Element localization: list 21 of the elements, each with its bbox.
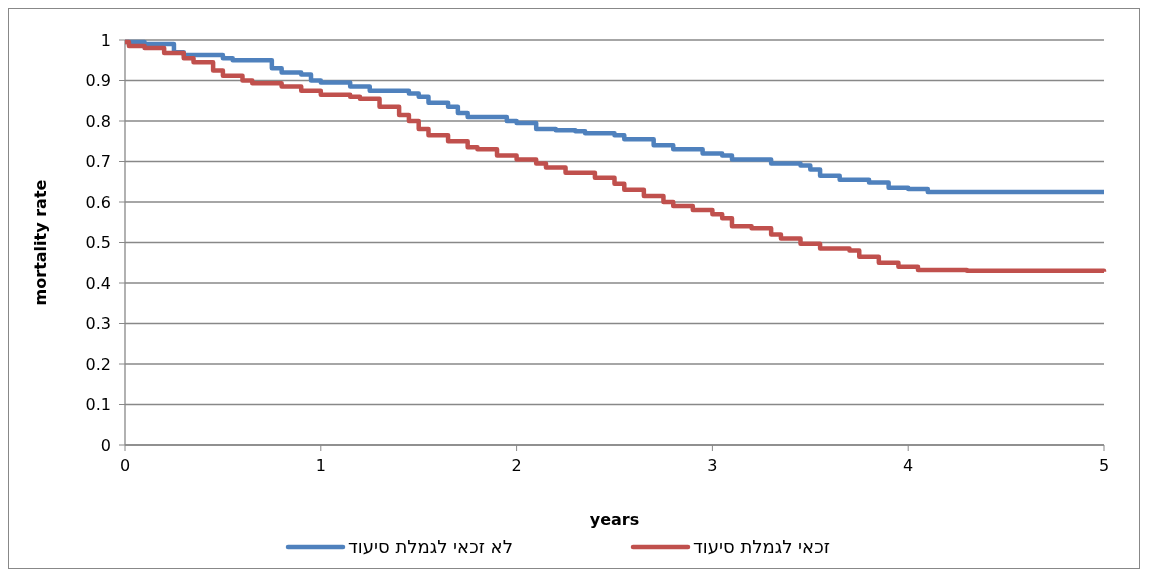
y-axis-title: mortality rate	[31, 179, 50, 306]
y-tick-label: 0.2	[85, 354, 111, 374]
y-tick-label: 1	[100, 30, 111, 50]
y-tick-label: 0	[100, 435, 111, 455]
x-tick-label: 0	[119, 456, 131, 475]
y-tick-label: 0.1	[85, 395, 111, 415]
x-tick-label: 1	[315, 456, 326, 475]
y-tick-label: 0.9	[85, 71, 111, 91]
y-tick-label: 0.7	[85, 152, 111, 172]
y-tick-label: 0.6	[85, 192, 111, 212]
y-tick-label: 0.3	[85, 314, 111, 334]
x-tick-label: 4	[903, 456, 914, 475]
y-tick-label: 0.4	[85, 273, 111, 293]
y-tick-label: 0.8	[85, 111, 111, 131]
legend-label: זכאי לגמלת סיעוד	[693, 536, 830, 558]
x-tick-label: 3	[707, 456, 718, 475]
legend-label: לא זכאי לגמלת סיעוד	[348, 536, 513, 558]
x-axis-title: years	[589, 510, 640, 529]
y-tick-label: 0.5	[85, 233, 111, 253]
x-tick-label: 5	[1098, 456, 1110, 475]
x-tick-label: 2	[511, 456, 522, 475]
